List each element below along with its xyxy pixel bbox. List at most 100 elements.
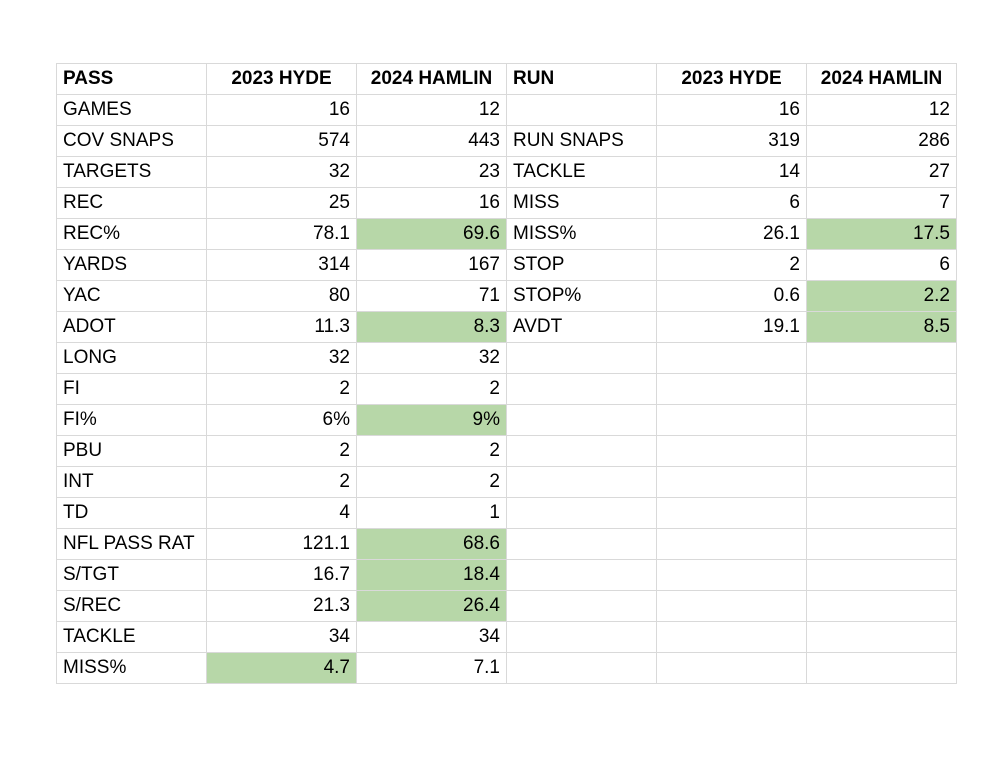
cell-pass-stat-label: S/TGT — [56, 559, 207, 591]
cell-run-stat-label — [506, 652, 657, 684]
cell-run-stat-label: AVDT — [506, 311, 657, 343]
cell-pass-stat-label: FI% — [56, 404, 207, 436]
cell-pass-2024-hamlin: 16 — [356, 187, 507, 219]
cell-run-stat-label — [506, 94, 657, 126]
cell-pass-2023-hyde: 314 — [206, 249, 357, 281]
cell-pass-2024-hamlin: 1 — [356, 497, 507, 529]
cell-run-2024-hamlin: 2.2 — [806, 280, 957, 312]
cell-run-2024-hamlin — [806, 342, 957, 374]
cell-run-stat-label — [506, 435, 657, 467]
header-cell-2023-hyde-pass: 2023 HYDE — [206, 63, 357, 95]
cell-pass-2024-hamlin: 2 — [356, 435, 507, 467]
cell-run-2024-hamlin — [806, 466, 957, 498]
header-cell-2024-hamlin-pass: 2024 HAMLIN — [356, 63, 507, 95]
header-cell-2024-hamlin-run: 2024 HAMLIN — [806, 63, 957, 95]
cell-run-2024-hamlin: 286 — [806, 125, 957, 157]
cell-pass-2023-hyde: 2 — [206, 373, 357, 405]
cell-pass-stat-label: ADOT — [56, 311, 207, 343]
table-row: S/TGT 16.7 18.4 — [56, 559, 957, 591]
cell-run-2023-hyde: 2 — [656, 249, 807, 281]
cell-run-2023-hyde: 319 — [656, 125, 807, 157]
header-cell-2023-hyde-run: 2023 HYDE — [656, 63, 807, 95]
cell-run-stat-label — [506, 559, 657, 591]
cell-run-2023-hyde: 19.1 — [656, 311, 807, 343]
cell-pass-stat-label: INT — [56, 466, 207, 498]
cell-pass-stat-label: NFL PASS RAT — [56, 528, 207, 560]
cell-pass-2023-hyde: 21.3 — [206, 590, 357, 622]
cell-run-2023-hyde — [656, 590, 807, 622]
cell-run-2023-hyde: 6 — [656, 187, 807, 219]
cell-run-2023-hyde — [656, 466, 807, 498]
cell-run-2023-hyde: 14 — [656, 156, 807, 188]
cell-run-2024-hamlin — [806, 590, 957, 622]
cell-run-2023-hyde — [656, 652, 807, 684]
table-row: COV SNAPS 574 443 RUN SNAPS 319 286 — [56, 125, 957, 157]
cell-pass-2023-hyde: 32 — [206, 156, 357, 188]
cell-run-stat-label — [506, 466, 657, 498]
table-row: TD 4 1 — [56, 497, 957, 529]
cell-pass-2023-hyde: 11.3 — [206, 311, 357, 343]
cell-pass-stat-label: COV SNAPS — [56, 125, 207, 157]
cell-run-stat-label — [506, 621, 657, 653]
cell-pass-2024-hamlin: 8.3 — [356, 311, 507, 343]
cell-run-stat-label — [506, 528, 657, 560]
cell-pass-stat-label: S/REC — [56, 590, 207, 622]
cell-run-2024-hamlin — [806, 621, 957, 653]
table-row: TARGETS 32 23 TACKLE 14 27 — [56, 156, 957, 188]
cell-pass-2024-hamlin: 167 — [356, 249, 507, 281]
cell-pass-2023-hyde: 25 — [206, 187, 357, 219]
header-cell-pass: PASS — [56, 63, 207, 95]
cell-pass-2023-hyde: 4 — [206, 497, 357, 529]
cell-pass-2023-hyde: 121.1 — [206, 528, 357, 560]
cell-run-2023-hyde: 16 — [656, 94, 807, 126]
cell-run-stat-label — [506, 497, 657, 529]
cell-pass-2023-hyde: 2 — [206, 466, 357, 498]
cell-pass-2023-hyde: 80 — [206, 280, 357, 312]
cell-pass-2023-hyde: 16.7 — [206, 559, 357, 591]
cell-run-2024-hamlin: 8.5 — [806, 311, 957, 343]
cell-pass-stat-label: GAMES — [56, 94, 207, 126]
cell-pass-2023-hyde: 16 — [206, 94, 357, 126]
table-row: FI 2 2 — [56, 373, 957, 405]
table-row: YAC 80 71 STOP% 0.6 2.2 — [56, 280, 957, 312]
cell-pass-2024-hamlin: 68.6 — [356, 528, 507, 560]
cell-pass-stat-label: YAC — [56, 280, 207, 312]
stats-table: PASS 2023 HYDE 2024 HAMLIN RUN 2023 HYDE… — [56, 63, 957, 684]
table-row: PBU 2 2 — [56, 435, 957, 467]
cell-run-stat-label: STOP% — [506, 280, 657, 312]
cell-run-stat-label: MISS% — [506, 218, 657, 250]
header-cell-run: RUN — [506, 63, 657, 95]
cell-pass-2023-hyde: 2 — [206, 435, 357, 467]
cell-run-2023-hyde — [656, 435, 807, 467]
table-row: ADOT 11.3 8.3 AVDT 19.1 8.5 — [56, 311, 957, 343]
cell-run-stat-label: STOP — [506, 249, 657, 281]
cell-pass-2023-hyde: 574 — [206, 125, 357, 157]
table-row: INT 2 2 — [56, 466, 957, 498]
cell-run-stat-label: MISS — [506, 187, 657, 219]
cell-pass-stat-label: REC% — [56, 218, 207, 250]
cell-run-2023-hyde: 26.1 — [656, 218, 807, 250]
stats-table-body: PASS 2023 HYDE 2024 HAMLIN RUN 2023 HYDE… — [56, 63, 957, 684]
cell-pass-stat-label: YARDS — [56, 249, 207, 281]
cell-pass-stat-label: REC — [56, 187, 207, 219]
cell-run-2024-hamlin — [806, 528, 957, 560]
cell-run-2024-hamlin — [806, 435, 957, 467]
cell-pass-2024-hamlin: 32 — [356, 342, 507, 374]
cell-run-stat-label: TACKLE — [506, 156, 657, 188]
cell-pass-2024-hamlin: 71 — [356, 280, 507, 312]
cell-run-2024-hamlin: 27 — [806, 156, 957, 188]
cell-run-2023-hyde — [656, 621, 807, 653]
cell-pass-2023-hyde: 32 — [206, 342, 357, 374]
cell-pass-stat-label: TD — [56, 497, 207, 529]
cell-run-2024-hamlin — [806, 497, 957, 529]
cell-pass-stat-label: PBU — [56, 435, 207, 467]
table-row: MISS% 4.7 7.1 — [56, 652, 957, 684]
cell-run-stat-label: RUN SNAPS — [506, 125, 657, 157]
cell-pass-2024-hamlin: 34 — [356, 621, 507, 653]
table-row: GAMES 16 12 16 12 — [56, 94, 957, 126]
cell-run-2023-hyde — [656, 404, 807, 436]
cell-pass-2024-hamlin: 23 — [356, 156, 507, 188]
cell-pass-2024-hamlin: 443 — [356, 125, 507, 157]
cell-run-2023-hyde — [656, 528, 807, 560]
cell-pass-stat-label: TARGETS — [56, 156, 207, 188]
